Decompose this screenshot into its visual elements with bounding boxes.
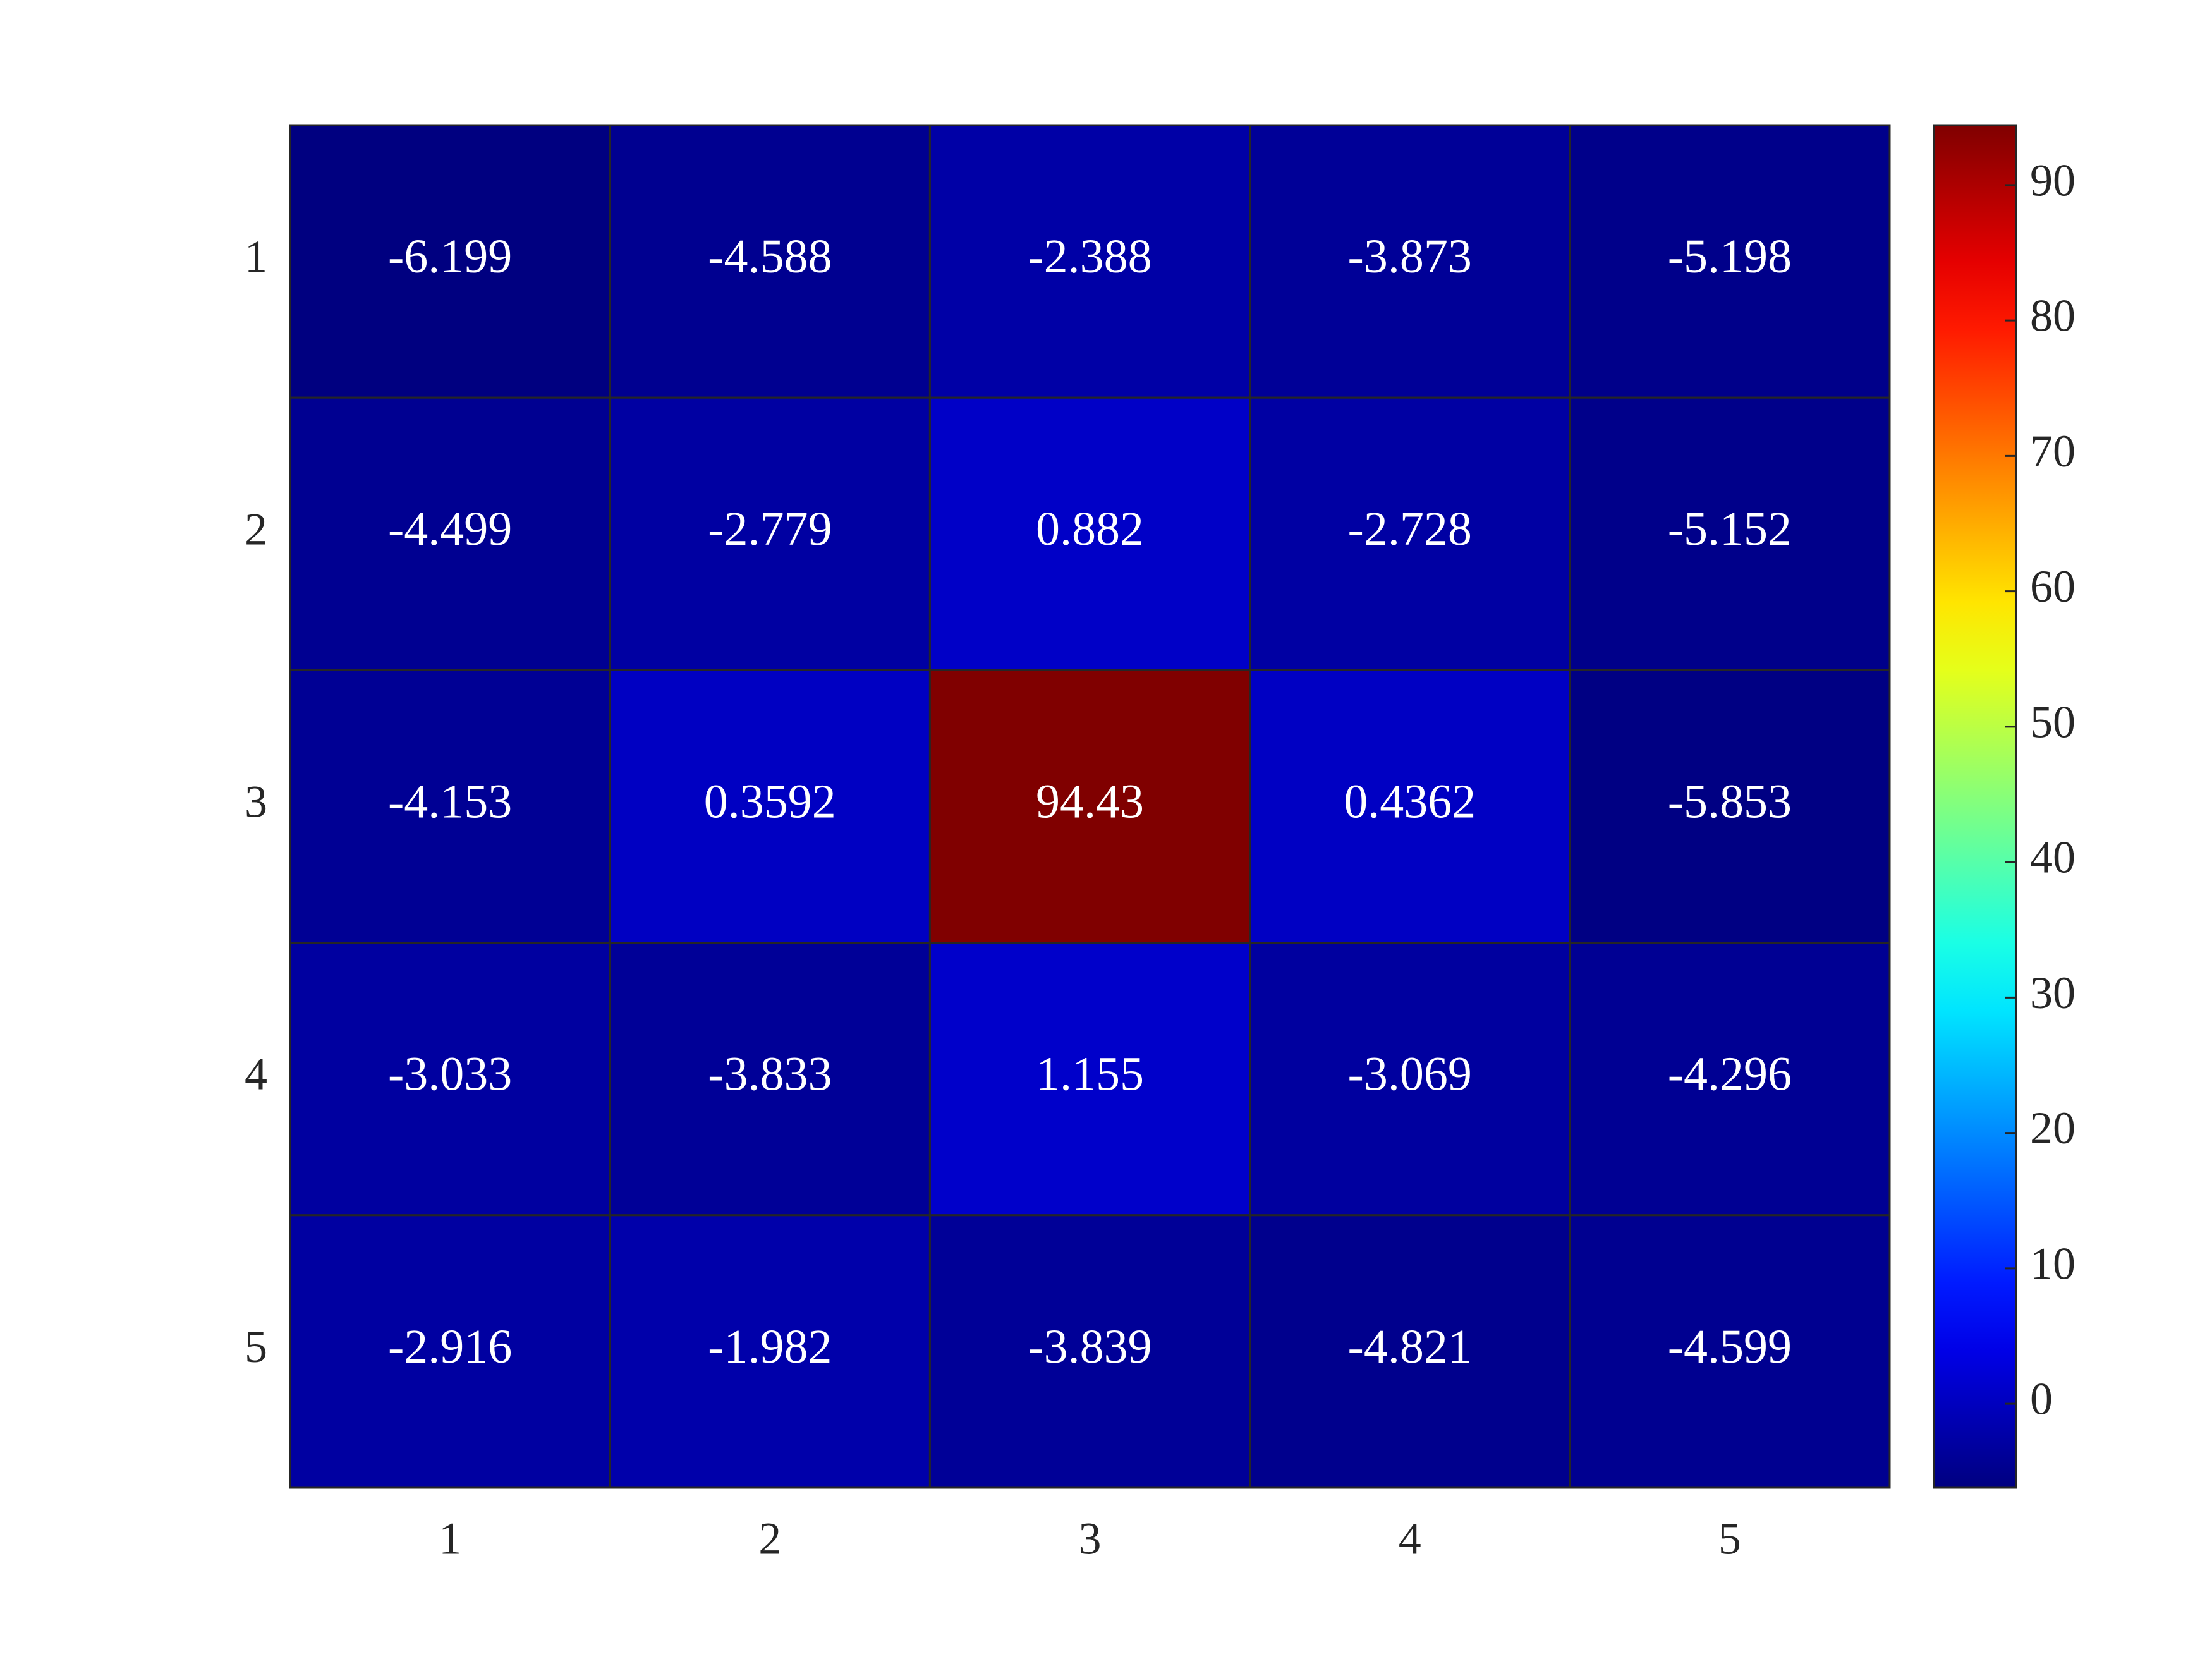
- heatmap-cell: [928, 942, 1251, 1217]
- y-tick-label: 2: [245, 504, 267, 554]
- colorbar-tick-label: 40: [2030, 832, 2075, 883]
- cell-label: -4.821: [1348, 1320, 1472, 1373]
- cell-label: -2.728: [1348, 502, 1472, 556]
- colorbar-tick-label: 10: [2030, 1238, 2075, 1289]
- cell-label: -5.152: [1668, 502, 1792, 556]
- colorbar-tick-label: 60: [2030, 561, 2075, 612]
- cell-label: -4.296: [1668, 1048, 1792, 1101]
- heatmap-cell: [928, 669, 1251, 944]
- y-tick-label: 3: [245, 777, 267, 827]
- heatmap-cell: [289, 1214, 611, 1489]
- heatmap-cell: [289, 124, 611, 399]
- colorbar-tick-label: 70: [2030, 426, 2075, 477]
- heatmap-cell: [289, 396, 611, 671]
- heatmap-cell: [609, 942, 931, 1217]
- cell-label: 1.155: [1036, 1048, 1144, 1101]
- colorbar-tick-label: 50: [2030, 696, 2075, 747]
- cell-label: -5.853: [1668, 775, 1792, 828]
- cell-label: -3.873: [1348, 230, 1472, 283]
- x-tick-label: 2: [758, 1514, 781, 1564]
- colorbar: [1933, 124, 2017, 1489]
- cell-label: -2.779: [708, 502, 832, 556]
- cell-label: -3.069: [1348, 1048, 1472, 1101]
- colorbar-tick-label: 80: [2030, 291, 2075, 341]
- cell-label: 0.882: [1036, 502, 1144, 556]
- cell-label: -4.499: [388, 502, 512, 556]
- cell-label: -1.982: [708, 1320, 832, 1373]
- x-tick-label: 5: [1718, 1514, 1741, 1564]
- y-tick-label: 1: [245, 231, 267, 282]
- cell-label: -3.833: [708, 1048, 832, 1101]
- x-tick-label: 4: [1399, 1514, 1421, 1564]
- cell-label: -2.388: [1028, 230, 1152, 283]
- heatmap-cell: [1569, 669, 1891, 944]
- heatmap-cell: [1569, 124, 1891, 399]
- heatmap-cell: [928, 1214, 1251, 1489]
- heatmap-cell: [1569, 1214, 1891, 1489]
- cell-label: 0.3592: [704, 775, 836, 828]
- heatmap-cell: [609, 669, 931, 944]
- cell-label: -2.916: [388, 1320, 512, 1373]
- heatmap-cell: [1249, 942, 1571, 1217]
- heatmap-cell: [1249, 124, 1571, 399]
- cell-label: -5.198: [1668, 230, 1792, 283]
- heatmap-cell: [1569, 396, 1891, 671]
- cell-label: 0.4362: [1344, 775, 1476, 828]
- y-tick-label: 4: [245, 1049, 267, 1100]
- y-tick-label: 5: [245, 1322, 267, 1372]
- cell-label: -4.588: [708, 230, 832, 283]
- x-tick-label: 3: [1079, 1514, 1102, 1564]
- heatmap-cell: [1249, 669, 1571, 944]
- cell-label: -6.199: [388, 230, 512, 283]
- colorbar-tick-label: 20: [2030, 1103, 2075, 1153]
- heatmap-cell: [1569, 942, 1891, 1217]
- cell-label: -3.839: [1028, 1320, 1152, 1373]
- colorbar-tick-label: 30: [2030, 968, 2075, 1018]
- heatmap-cell: [609, 396, 931, 671]
- heatmap-cell: [928, 396, 1251, 671]
- cell-label: -4.153: [388, 775, 512, 828]
- cell-label: 94.43: [1036, 775, 1144, 828]
- heatmap-cell: [609, 1214, 931, 1489]
- heatmap-cell: [609, 124, 931, 399]
- cell-label: -4.599: [1668, 1320, 1792, 1373]
- colorbar-tick-label: 90: [2030, 155, 2075, 205]
- x-tick-label: 1: [439, 1514, 461, 1564]
- plot-frame: [289, 124, 1891, 1489]
- colorbar-tick-label: 0: [2030, 1374, 2053, 1425]
- cell-label: -3.033: [388, 1048, 512, 1101]
